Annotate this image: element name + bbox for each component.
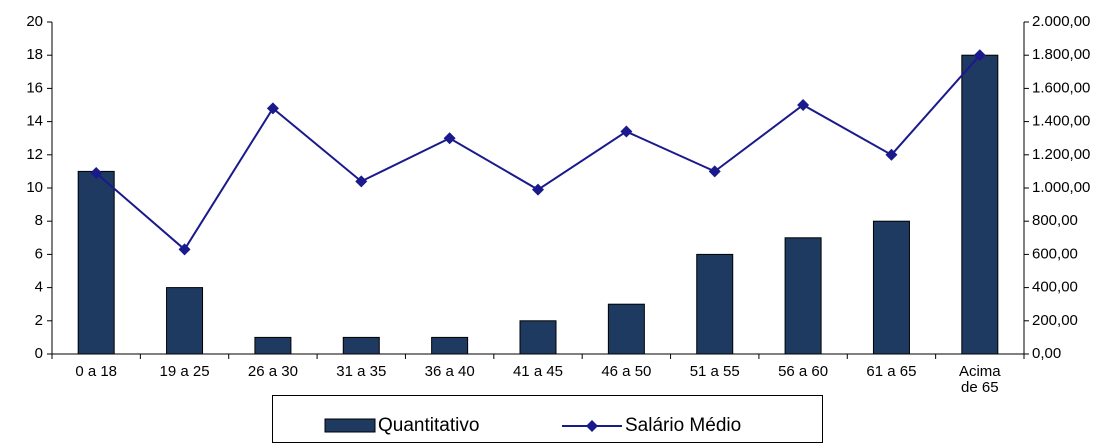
bar xyxy=(166,287,204,355)
y-tick-label: 0 xyxy=(35,345,43,362)
y2-tick-label: 0,00 xyxy=(1032,345,1061,362)
x-tick-label: 51 a 55 xyxy=(689,364,740,380)
legend-swatch xyxy=(324,418,376,433)
x-tick-label-box: Acima de 65 xyxy=(958,364,1001,396)
y-tick-label: 12 xyxy=(26,146,43,163)
y-tick-label: 16 xyxy=(26,79,43,96)
bar xyxy=(431,336,469,355)
marker xyxy=(355,175,368,188)
x-tick-label: 56 a 60 xyxy=(778,364,829,380)
y2-tick-label: 1.000,00 xyxy=(1032,179,1090,196)
x-tick-label-box: 51 a 55 xyxy=(689,364,740,380)
y2-tick-label: 2.000,00 xyxy=(1032,13,1090,30)
line xyxy=(95,54,981,251)
bar xyxy=(342,336,380,355)
y-tick-label: 2 xyxy=(35,312,43,329)
marker xyxy=(708,165,721,178)
marker xyxy=(90,167,103,180)
y-tick-label: 6 xyxy=(35,245,43,262)
y2-tick-label: 200,00 xyxy=(1032,312,1078,329)
x-tick-label-box: 61 a 65 xyxy=(866,364,917,380)
y2-tick-label: 1.600,00 xyxy=(1032,79,1090,96)
marker xyxy=(797,99,810,111)
legend-label: Quantitativo xyxy=(378,415,479,436)
bar xyxy=(784,237,822,355)
y2-tick-label: 600,00 xyxy=(1032,245,1078,262)
x-tick-label-box: 26 a 30 xyxy=(247,364,298,380)
marker xyxy=(443,132,456,145)
y2-tick-label: 400,00 xyxy=(1032,279,1078,296)
x-tick-label: 19 a 25 xyxy=(159,364,210,380)
x-tick-label-box: 56 a 60 xyxy=(778,364,829,380)
x-tick-label: 41 a 45 xyxy=(512,364,564,380)
marker xyxy=(620,125,633,138)
x-tick-label: 31 a 35 xyxy=(336,364,387,380)
x-tick-label: 46 a 50 xyxy=(601,364,652,380)
bar xyxy=(254,336,292,355)
y-tick-label: 8 xyxy=(35,212,43,229)
y2-tick-label: 1.800,00 xyxy=(1032,46,1090,63)
x-tick-label-box: 41 a 45 xyxy=(512,364,564,380)
marker xyxy=(532,183,544,196)
y-tick-label: 20 xyxy=(26,13,43,30)
bar xyxy=(77,170,115,355)
x-tick-label-box: 19 a 25 xyxy=(159,364,210,380)
bar xyxy=(872,220,910,355)
y-tick-label: 14 xyxy=(26,113,43,130)
x-tick-label-box: 0 a 18 xyxy=(75,364,118,380)
x-tick-label-box: 31 a 35 xyxy=(336,364,387,380)
x-tick-label-box: 46 a 50 xyxy=(601,364,652,380)
bar xyxy=(519,320,557,355)
x-tick-label-box: 36 a 40 xyxy=(424,364,475,380)
y-tick-label: 18 xyxy=(26,46,43,63)
bar xyxy=(607,303,645,355)
legend-marker xyxy=(586,420,598,432)
y-tick-label: 10 xyxy=(26,179,43,196)
bar xyxy=(696,253,734,355)
x-tick-label: 0 a 18 xyxy=(75,364,118,380)
y-tick-label: 4 xyxy=(35,279,43,296)
x-tick-label: 61 a 65 xyxy=(866,364,917,380)
legend-label: Salário Médio xyxy=(625,415,741,436)
y2-tick-label: 800,00 xyxy=(1032,212,1078,229)
x-tick-label: 26 a 30 xyxy=(247,364,298,380)
x-tick-label: 36 a 40 xyxy=(424,364,475,380)
marker xyxy=(885,148,898,161)
marker xyxy=(973,49,986,62)
y2-tick-label: 1.200,00 xyxy=(1032,146,1090,163)
y2-tick-label: 1.400,00 xyxy=(1032,113,1090,130)
bar xyxy=(961,54,999,355)
x-tick-label: Acima de 65 xyxy=(958,364,1001,396)
marker xyxy=(178,243,191,256)
marker xyxy=(266,102,279,115)
